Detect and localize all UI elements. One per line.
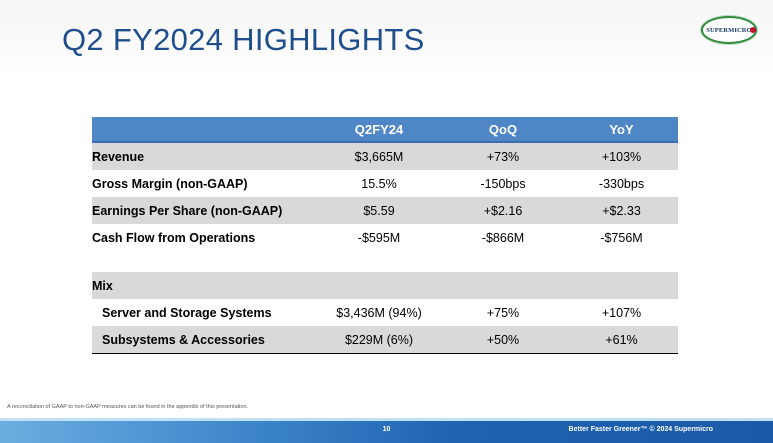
table-row: Cash Flow from Operations -$595M -$866M … — [92, 224, 678, 251]
row-label: Gross Margin (non-GAAP) — [92, 176, 248, 191]
page-title: Q2 FY2024 HIGHLIGHTS — [62, 22, 425, 57]
footer-tagline: Better Faster Greener™ © 2024 Supermicro — [568, 426, 713, 433]
cell-yoy: +$2.33 — [565, 197, 678, 224]
cell-qoq: +73% — [441, 141, 565, 170]
table-row: Subsystems & Accessories $229M (6%) +50%… — [92, 326, 678, 354]
cell-yoy: -330bps — [598, 176, 645, 191]
row-label: Revenue — [92, 141, 317, 170]
cell-q2fy24: 15.5% — [361, 176, 397, 191]
table-row: Earnings Per Share (non-GAAP) $5.59 +$2.… — [92, 197, 678, 224]
row-label: Earnings Per Share (non-GAAP) — [92, 197, 317, 224]
logo-text: SUPERMICRO — [706, 26, 752, 34]
cell-qoq: +50% — [441, 326, 565, 354]
header-yoy: YoY — [565, 117, 678, 142]
footnote: A reconciliation of GAAP to non-GAAP mea… — [7, 404, 249, 410]
row-label: Server and Storage Systems — [102, 305, 272, 320]
page-number: 10 — [382, 426, 391, 433]
supermicro-logo: SUPERMICRO — [701, 16, 757, 44]
table-row: Server and Storage Systems $3,436M (94%)… — [92, 299, 678, 326]
cell-q2fy24: $3,665M — [317, 141, 441, 170]
cell-yoy: +103% — [565, 141, 678, 170]
cell-qoq: -$866M — [481, 230, 525, 245]
cell-qoq: -150bps — [480, 176, 526, 191]
highlights-table: Q2FY24 QoQ YoY Revenue $3,665M +73% +103… — [92, 117, 678, 354]
header-blank — [92, 117, 317, 142]
table-header-row: Q2FY24 QoQ YoY — [92, 117, 678, 142]
cell-qoq: +75% — [486, 305, 520, 320]
footer-bar: 10 Better Faster Greener™ © 2024 Supermi… — [0, 418, 773, 443]
cell-yoy: -$756M — [600, 230, 643, 245]
table-row: Gross Margin (non-GAAP) 15.5% -150bps -3… — [92, 170, 678, 197]
footer-band — [0, 418, 773, 443]
table-row: Revenue $3,665M +73% +103% — [92, 141, 678, 170]
table-spacer-row — [92, 251, 678, 272]
cell-q2fy24: $3,436M (94%) — [336, 305, 422, 320]
header-qoq: QoQ — [441, 117, 565, 142]
footer-highlight — [0, 418, 773, 421]
cell-q2fy24: -$595M — [357, 230, 401, 245]
cell-q2fy24: $5.59 — [317, 197, 441, 224]
row-label: Subsystems & Accessories — [92, 326, 317, 354]
cell-qoq: +$2.16 — [441, 197, 565, 224]
mix-label: Mix — [92, 272, 317, 299]
cell-yoy: +61% — [565, 326, 678, 354]
header-q2fy24: Q2FY24 — [317, 117, 441, 142]
table-row-mix-header: Mix — [92, 272, 678, 299]
cell-q2fy24: $229M (6%) — [317, 326, 441, 354]
row-label: Cash Flow from Operations — [92, 230, 256, 245]
logo-dot-icon — [750, 27, 756, 33]
cell-yoy: +107% — [601, 305, 642, 320]
